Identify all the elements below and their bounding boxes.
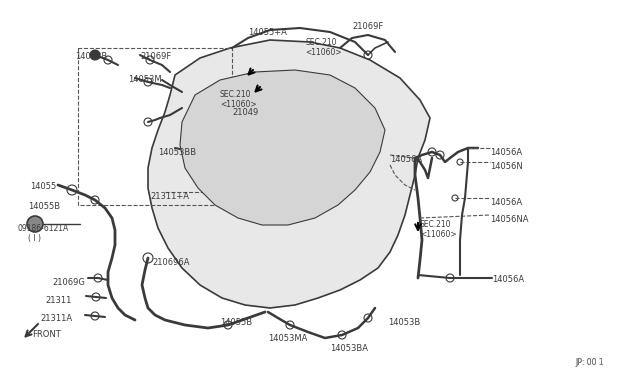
Text: 14055B: 14055B [220,318,252,327]
Text: 14053M: 14053M [128,75,162,84]
Text: 14053B: 14053B [388,318,420,327]
Text: SEC.210
<11060>: SEC.210 <11060> [220,90,257,109]
Text: 14053MA: 14053MA [268,334,307,343]
Text: 14055+A: 14055+A [248,28,287,37]
Text: 14056NA: 14056NA [490,215,529,224]
Text: 14056A: 14056A [390,155,422,164]
Text: SEC.210
<11060>: SEC.210 <11060> [420,220,456,240]
Text: 21069F: 21069F [140,52,172,61]
Text: 14055B: 14055B [28,202,60,211]
Circle shape [181,86,209,114]
Text: 21049: 21049 [232,108,259,117]
Text: 21069G: 21069G [52,278,85,287]
Text: 14053BB: 14053BB [158,148,196,157]
Text: JP: 00 1: JP: 00 1 [575,358,604,367]
Circle shape [27,216,43,232]
Text: 09186-6121A: 09186-6121A [18,224,69,233]
Text: FRONT: FRONT [32,330,61,339]
Text: 14056A: 14056A [492,275,524,284]
Text: 14053BA: 14053BA [330,344,368,353]
Text: JP: 00 1: JP: 00 1 [575,358,604,367]
Text: SEC.210
<11060>: SEC.210 <11060> [305,38,342,57]
Text: ( I ): ( I ) [28,234,41,243]
Polygon shape [148,40,430,308]
Circle shape [90,50,100,60]
Text: 14056A: 14056A [490,148,522,157]
Text: 14055: 14055 [30,182,56,191]
Text: 21069F: 21069F [352,22,383,31]
Text: 21311: 21311 [45,296,72,305]
Text: 14053B: 14053B [75,52,108,61]
Text: 21311A: 21311A [40,314,72,323]
Polygon shape [180,70,385,225]
Text: 14056N: 14056N [490,162,523,171]
Circle shape [172,142,184,154]
Text: 210696A: 210696A [152,258,189,267]
Text: 14056A: 14056A [490,198,522,207]
Text: 21311+A: 21311+A [150,192,189,201]
